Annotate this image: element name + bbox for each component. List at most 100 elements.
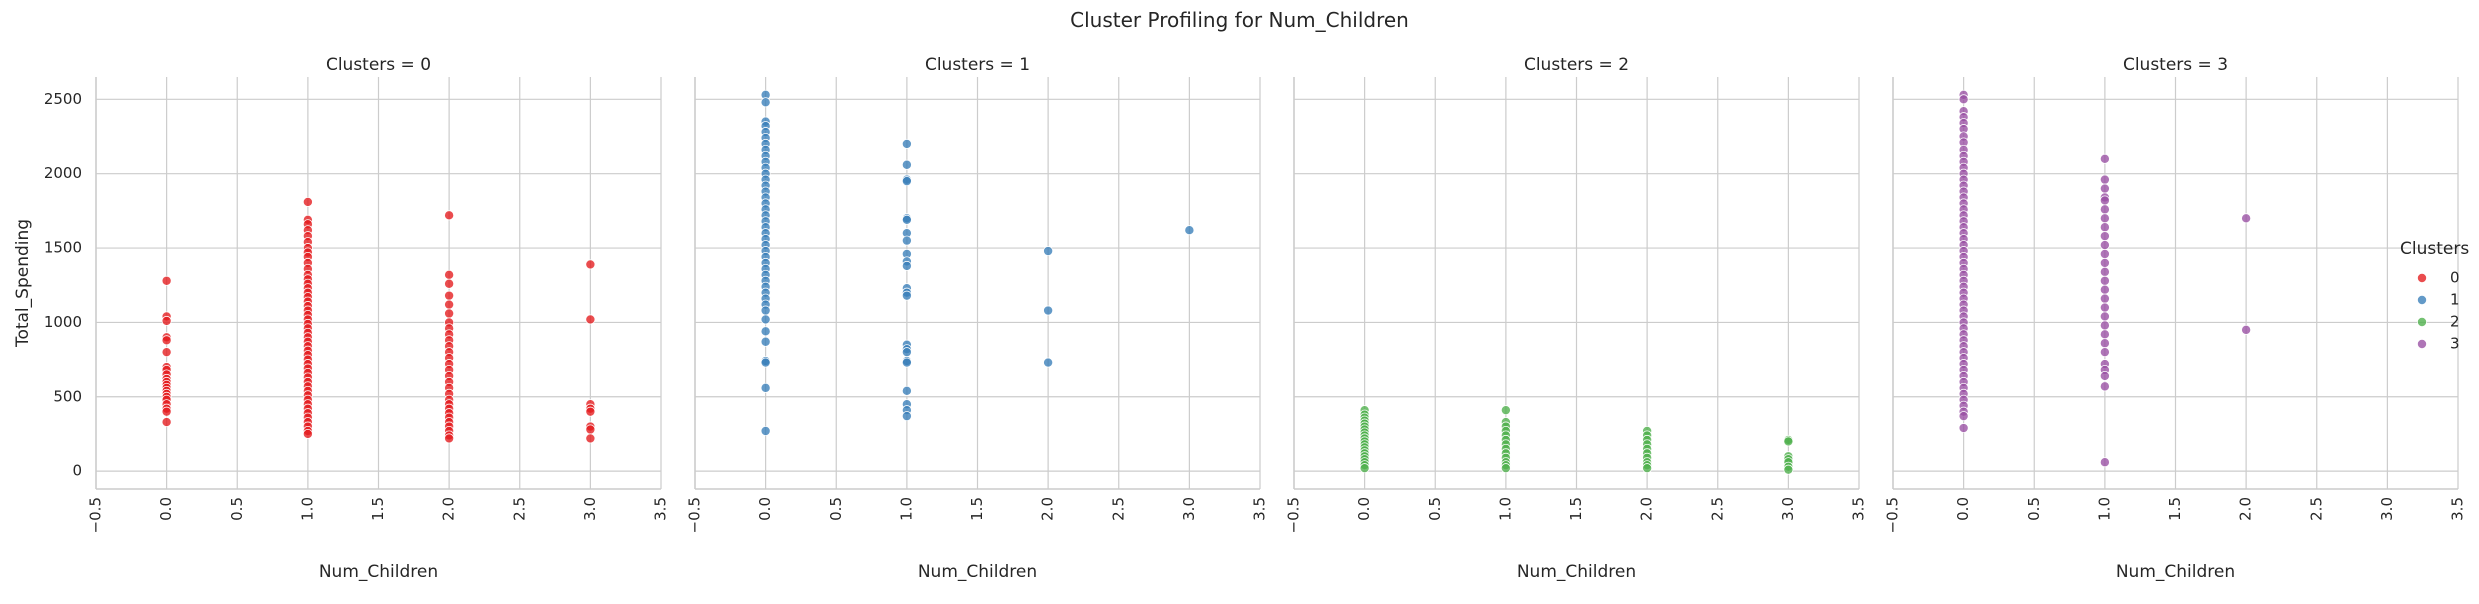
- data-point: [901, 385, 912, 396]
- data-point: [444, 308, 455, 319]
- chart-title: Cluster Profiling for Num_Children: [1070, 8, 1409, 32]
- points-group: [1359, 405, 1794, 475]
- data-point: [1958, 423, 1969, 434]
- x-tick-label: 0.0: [1954, 497, 1972, 521]
- x-tick-label: 0.0: [1355, 497, 1373, 521]
- x-tick-label: 0.5: [827, 497, 845, 521]
- x-tick-label: 3.0: [581, 497, 599, 521]
- data-point: [760, 382, 771, 393]
- data-point: [585, 424, 596, 435]
- data-point: [2099, 266, 2110, 277]
- data-point: [585, 259, 596, 270]
- data-point: [161, 347, 172, 358]
- data-point: [901, 357, 912, 368]
- data-point: [2099, 195, 2110, 206]
- facet-title: Clusters = 1: [925, 55, 1030, 75]
- x-tick-label: 1.0: [2095, 497, 2113, 521]
- data-point: [1783, 464, 1794, 475]
- x-axis-title: Num_Children: [1517, 562, 1636, 582]
- data-point: [1500, 405, 1511, 416]
- x-axis-title: Num_Children: [918, 562, 1037, 582]
- x-tick-label: −0.5: [1285, 497, 1303, 533]
- data-point: [2099, 213, 2110, 224]
- data-point: [2099, 257, 2110, 268]
- data-point: [2099, 293, 2110, 304]
- legend-label: 1: [2450, 291, 2460, 309]
- y-tick-label: 0: [72, 462, 82, 480]
- data-point: [901, 214, 912, 225]
- data-point: [901, 235, 912, 246]
- data-point: [901, 260, 912, 271]
- x-tick-label: 3.0: [2378, 497, 2396, 521]
- data-point: [302, 196, 313, 207]
- x-tick-label: 3.5: [1251, 497, 1269, 521]
- data-point: [2099, 370, 2110, 381]
- y-tick-label: 2500: [44, 90, 82, 108]
- data-point: [1043, 305, 1054, 316]
- data-point: [444, 278, 455, 289]
- data-point: [1359, 463, 1370, 474]
- x-tick-label: 0.0: [157, 497, 175, 521]
- data-point: [161, 406, 172, 417]
- points-group: [1958, 89, 2252, 468]
- legend-title: Clusters: [2400, 239, 2469, 259]
- y-tick-label: 1500: [44, 239, 82, 257]
- data-point: [2099, 311, 2110, 322]
- x-tick-label: 1.5: [2166, 497, 2184, 521]
- data-point: [2099, 457, 2110, 468]
- data-point: [2099, 222, 2110, 233]
- data-point: [2099, 183, 2110, 194]
- data-point: [2099, 240, 2110, 251]
- x-tick-label: 2.0: [2237, 497, 2255, 521]
- x-tick-label: 2.0: [1039, 497, 1057, 521]
- data-point: [1500, 463, 1511, 474]
- x-tick-label: 0.5: [228, 497, 246, 521]
- data-point: [161, 335, 172, 346]
- x-tick-label: 3.0: [1180, 497, 1198, 521]
- data-point: [901, 411, 912, 422]
- x-tick-label: 1.5: [369, 497, 387, 521]
- data-point: [2099, 338, 2110, 349]
- data-point: [760, 326, 771, 337]
- data-point: [2099, 231, 2110, 242]
- x-tick-label: −0.5: [686, 497, 704, 533]
- data-point: [2099, 174, 2110, 185]
- legend-label: 3: [2450, 335, 2460, 353]
- data-point: [1043, 357, 1054, 368]
- facet-title: Clusters = 2: [1524, 55, 1629, 75]
- points-group: [760, 89, 1195, 436]
- data-point: [1642, 463, 1653, 474]
- data-point: [760, 314, 771, 325]
- x-axis-title: Num_Children: [319, 562, 438, 582]
- data-point: [760, 305, 771, 316]
- x-tick-label: 0.5: [1426, 497, 1444, 521]
- data-point: [760, 97, 771, 108]
- legend: Clusters 0 1 2 3: [2400, 239, 2469, 353]
- data-point: [2099, 153, 2110, 164]
- x-tick-label: 2.0: [1638, 497, 1656, 521]
- data-point: [302, 428, 313, 439]
- x-tick-label: 3.0: [1779, 497, 1797, 521]
- x-tick-label: 2.0: [440, 497, 458, 521]
- data-point: [2099, 381, 2110, 392]
- facet-panel-1: Clusters = 1 −0.5 0.0 0.5 1.0 1.5 2.0 2.5 3.0 3.5…: [686, 55, 1269, 582]
- data-point: [585, 406, 596, 417]
- x-tick-label: 3.5: [2449, 497, 2467, 521]
- x-tick-label: 2.5: [1708, 497, 1726, 521]
- x-tick-label: −0.5: [1884, 497, 1902, 533]
- x-tick-label: 3.5: [652, 497, 670, 521]
- data-point: [2099, 347, 2110, 358]
- data-point: [2099, 248, 2110, 259]
- data-point: [2241, 324, 2252, 335]
- legend-label: 0: [2450, 269, 2460, 287]
- data-point: [444, 290, 455, 301]
- x-tick-label: 0.5: [2025, 497, 2043, 521]
- data-point: [444, 269, 455, 280]
- x-tick-label: 3.5: [1850, 497, 1868, 521]
- data-point: [760, 425, 771, 436]
- data-point: [2099, 302, 2110, 313]
- x-tick-label: 1.0: [897, 497, 915, 521]
- data-point: [2099, 275, 2110, 286]
- x-tick-label: 2.5: [510, 497, 528, 521]
